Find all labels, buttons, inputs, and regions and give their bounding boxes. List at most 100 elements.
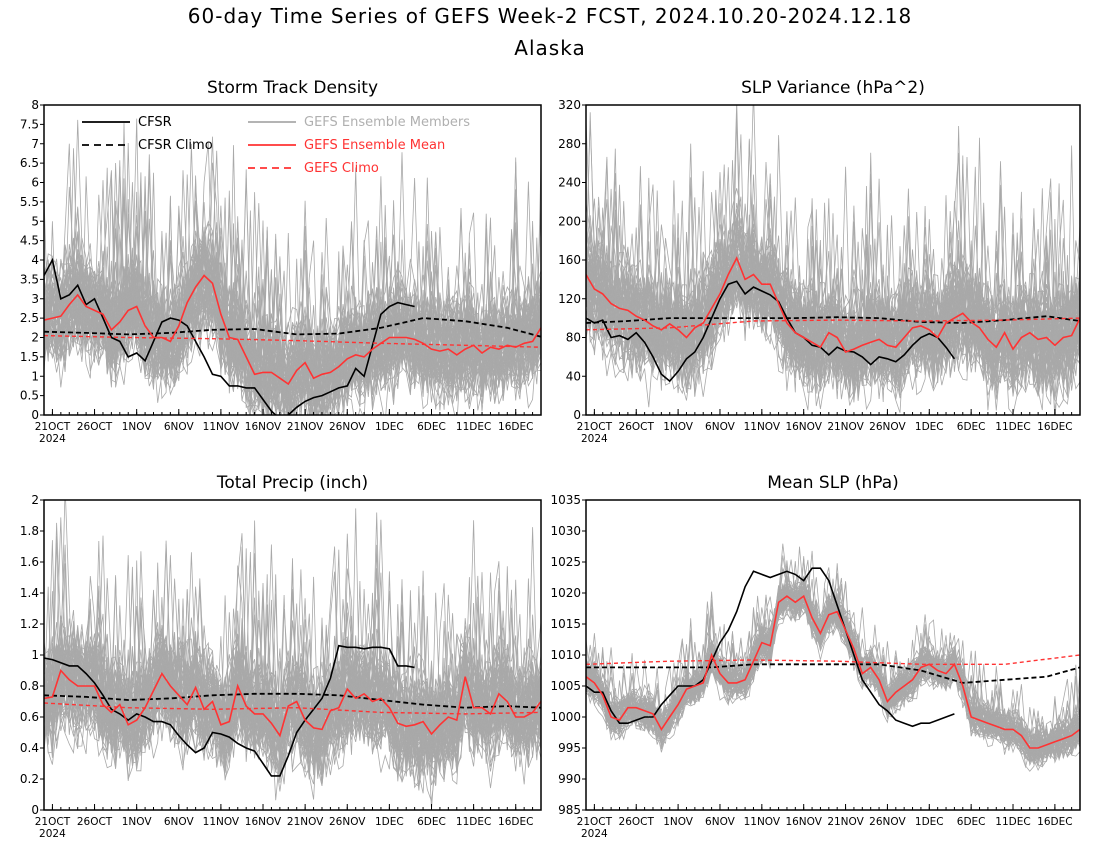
cfsr-line	[44, 257, 415, 415]
x-tick-label: 1NOV	[122, 816, 153, 828]
y-tick-label: 5.5	[20, 195, 39, 209]
y-tick-label: 3.5	[20, 272, 39, 286]
ensemble-member-line	[586, 193, 1080, 408]
x-tick-label: 21OCT	[35, 816, 71, 828]
cfsr-climo-line	[44, 692, 541, 709]
x-tick-label: 16DEC	[498, 421, 533, 433]
gefs-climo-line	[44, 334, 541, 348]
chart-panel-2: SLP Variance (hPa^2) 0 40 80 120 160 200 240 280…	[558, 78, 1081, 445]
x-year-label: 2024	[581, 433, 608, 445]
ensemble-mean-line	[586, 256, 1080, 353]
x-tick-label: 6NOV	[164, 816, 195, 828]
x-tick-label: 21OCT	[35, 421, 71, 433]
x-tick-label: 16NOV	[245, 421, 282, 433]
y-tick-label: 990	[558, 772, 581, 786]
x-tick-label: 26OCT	[77, 421, 113, 433]
cfsr-climo-line	[586, 315, 1080, 324]
y-tick-label: 240	[558, 176, 581, 190]
x-tick-label: 1NOV	[663, 421, 694, 433]
x-tick-label: 6DEC	[417, 421, 446, 433]
ensemble-member-line	[44, 142, 541, 415]
x-tick-label: 11NOV	[744, 421, 781, 433]
x-tick-label: 26OCT	[619, 421, 655, 433]
y-tick-label: 5	[31, 214, 39, 228]
ensemble-member-line	[44, 190, 541, 415]
y-tick-label: 7	[31, 137, 39, 151]
x-tick-label: 21OCT	[577, 816, 613, 828]
legend-label: GEFS Climo	[304, 161, 379, 176]
ensemble-member-line	[44, 256, 541, 402]
y-tick-label: 1.2	[20, 617, 39, 631]
x-tick-label: 21NOV	[287, 816, 324, 828]
cfsr-line	[586, 280, 956, 383]
x-tick-label: 16DEC	[498, 816, 533, 828]
y-tick-label: 4	[31, 253, 39, 267]
ensemble-mean-line	[44, 274, 541, 386]
ensemble-member-line	[44, 636, 541, 791]
x-tick-label: 6DEC	[417, 816, 446, 828]
ensemble-member-line	[44, 123, 541, 415]
gefs-climo-line	[44, 702, 541, 715]
y-tick-label: 7.5	[20, 117, 39, 131]
x-tick-label: 11DEC	[995, 816, 1030, 828]
x-tick-label: 11NOV	[203, 421, 240, 433]
legend-label: GEFS Ensemble Mean	[304, 138, 445, 153]
y-tick-label: 3	[31, 292, 39, 306]
x-year-label: 2024	[581, 828, 608, 840]
x-tick-label: 16NOV	[785, 421, 822, 433]
x-tick-label: 26OCT	[77, 816, 113, 828]
y-tick-label: 1.8	[20, 524, 39, 538]
ensemble-member-line	[586, 578, 1080, 755]
y-tick-label: 0.8	[20, 679, 39, 693]
ensemble-member-line	[586, 137, 1080, 396]
x-tick-label: 1DEC	[915, 421, 944, 433]
series-lines	[44, 644, 541, 777]
x-tick-label: 16DEC	[1037, 816, 1072, 828]
x-tick-label: 11NOV	[203, 816, 240, 828]
y-tick-label: 1	[31, 369, 39, 383]
ensemble-members	[586, 543, 1080, 772]
ensemble-mean-line	[586, 594, 1080, 749]
ensemble-member-line	[44, 517, 541, 776]
y-tick-label: 0.5	[20, 389, 39, 403]
x-tick-label: 21NOV	[827, 816, 864, 828]
page-subtitle: Alaska	[514, 36, 586, 60]
chart-panel-3: Total Precip (inch) 0 0.2 0.4 0.6 0.8 1 1.2 1.4 1…	[20, 473, 542, 840]
y-tick-label: 2	[31, 493, 39, 507]
x-tick-label: 11DEC	[456, 421, 491, 433]
cfsr-climo-line	[586, 663, 1080, 684]
legend: CFSR CFSR Climo GEFS Ensemble Members GEFS …	[82, 115, 470, 176]
chart-title: Total Precip (inch)	[216, 473, 368, 493]
y-tick-label: 0	[31, 408, 39, 422]
x-tick-label: 26OCT	[619, 816, 655, 828]
ensemble-member-line	[44, 585, 541, 770]
y-tick-label: 1035	[550, 493, 581, 507]
y-tick-label: 280	[558, 137, 581, 151]
gefs-climo-line	[586, 654, 1080, 665]
y-tick-label: 1025	[550, 555, 581, 569]
x-tick-label: 1DEC	[375, 816, 404, 828]
x-year-label: 2024	[39, 433, 66, 445]
chart-title: Storm Track Density	[207, 78, 378, 98]
y-tick-label: 320	[558, 98, 581, 112]
chart-title: SLP Variance (hPa^2)	[741, 78, 925, 98]
x-tick-label: 21NOV	[827, 421, 864, 433]
ensemble-member-line	[586, 585, 1080, 758]
ensemble-member-line	[586, 203, 1080, 387]
ensemble-member-line	[586, 583, 1080, 763]
y-tick-label: 0	[573, 408, 581, 422]
ensemble-member-line	[44, 544, 541, 777]
x-year-label: 2024	[39, 828, 66, 840]
x-tick-label: 26NOV	[869, 421, 906, 433]
y-tick-label: 0.6	[20, 710, 39, 724]
ensemble-member-line	[44, 246, 541, 403]
legend-label: CFSR	[138, 115, 172, 130]
x-tick-label: 11DEC	[995, 421, 1030, 433]
y-tick-label: 0.2	[20, 772, 39, 786]
y-tick-label: 4.5	[20, 234, 39, 248]
y-tick-label: 985	[558, 803, 581, 817]
legend-label: CFSR Climo	[138, 138, 213, 153]
ensemble-member-line	[44, 143, 541, 415]
x-tick-label: 21NOV	[287, 421, 324, 433]
